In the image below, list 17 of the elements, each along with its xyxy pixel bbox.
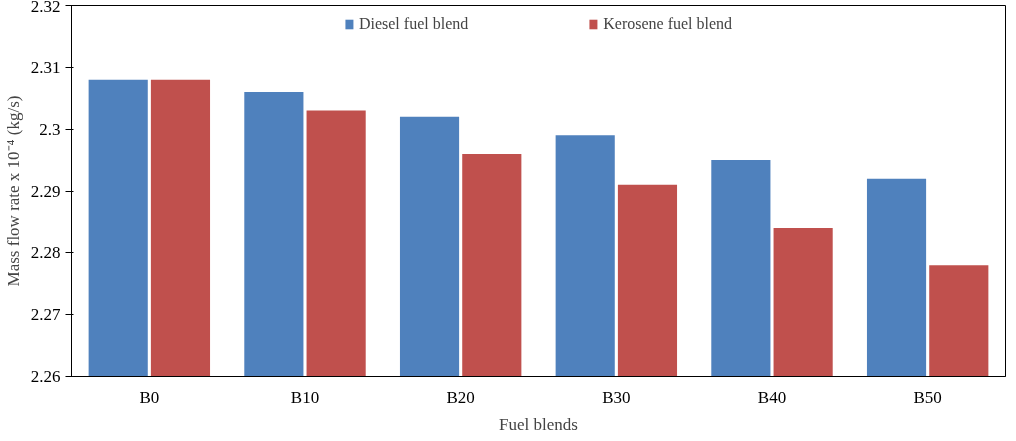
y-tick-label: 2.28: [30, 243, 61, 263]
x-axis-title: Fuel blends: [499, 414, 578, 434]
x-tick-label: B20: [446, 387, 475, 407]
legend-label: Kerosene fuel blend: [603, 15, 733, 33]
x-tick-label: B40: [757, 387, 787, 407]
y-axis-title: Mass flow rate x 10⁻⁴ (kg/s): [3, 95, 23, 287]
y-tick-label: 2.3: [39, 119, 61, 139]
x-tick-label: B30: [602, 387, 631, 407]
x-tick-label: B50: [913, 387, 942, 407]
x-tick-label: B0: [139, 387, 160, 407]
y-tick-label: 2.29: [30, 181, 61, 201]
y-tick-label: 2.27: [30, 305, 61, 325]
y-tick-label: 2.32: [30, 0, 61, 16]
legend-label: Diesel fuel blend: [358, 15, 469, 33]
x-tick-label: B10: [290, 387, 320, 407]
y-tick-label: 2.26: [30, 367, 61, 386]
y-tick-label: 2.31: [30, 57, 61, 77]
